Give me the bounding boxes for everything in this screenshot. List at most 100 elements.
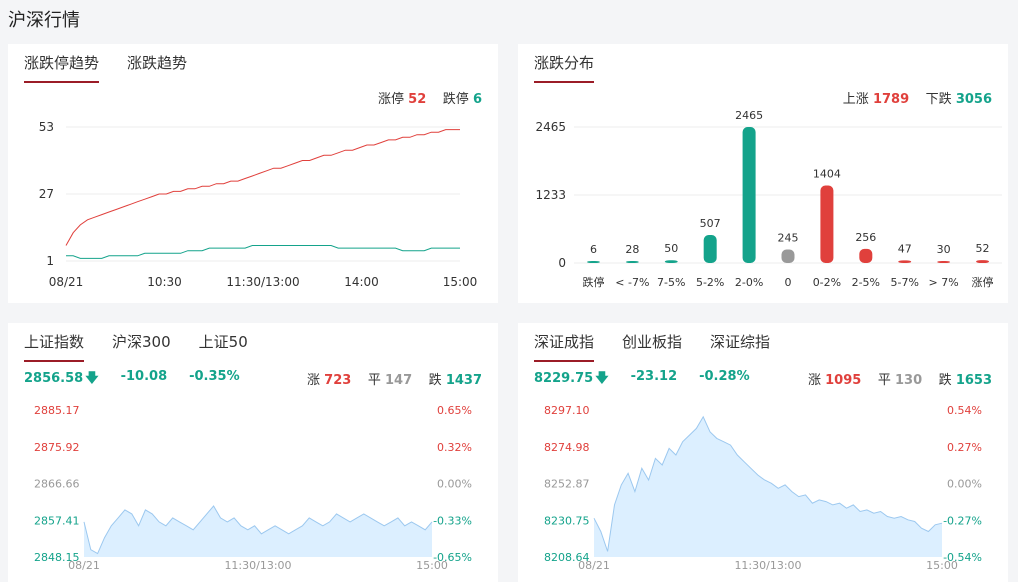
y-left-tick-label: 8297.10	[544, 404, 590, 417]
index-area-fill	[594, 416, 942, 557]
y-left-tick-label: 2866.66	[34, 478, 80, 491]
category-label: 5-2%	[696, 276, 724, 289]
fall-value: 3056	[955, 92, 992, 107]
limit-trend-panel: 涨跌停趋势 涨跌趋势 涨停 52 跌停 6 53 27 1 08/21 10:30 11:…	[8, 44, 498, 303]
y-tick-label: 1	[46, 254, 54, 268]
down-arrow-icon: 🡇	[85, 371, 99, 386]
sh-percent: -0.35%	[189, 369, 240, 384]
y-tick-label: 0	[558, 256, 566, 270]
y-left-tick-label: 8208.64	[544, 551, 590, 564]
y-left-tick-label: 2848.15	[34, 551, 80, 564]
y-right-tick-label: 0.65%	[437, 404, 472, 417]
sh-down-label: 跌	[428, 373, 442, 388]
x-tick-label: 11:30/13:00	[226, 275, 299, 289]
y-right-tick-label: -0.27%	[943, 514, 982, 527]
category-label: < -7%	[615, 276, 649, 289]
x-tick-label: 08/21	[49, 275, 84, 289]
bar	[742, 127, 756, 263]
rise-value: 1789	[872, 92, 910, 107]
bar	[859, 248, 873, 263]
bar	[937, 261, 951, 263]
x-tick-label: 15:00	[443, 275, 478, 289]
tab-szse-composite[interactable]: 深证综指	[710, 333, 771, 351]
bar	[703, 235, 717, 263]
limit-trend-chart: 53 27 1 08/21 10:30 11:30/13:00 14:00 15:00	[39, 120, 478, 289]
sh-index-panel: 上证指数 沪深300 上证50 2856.58 🡇 -10.08 -0.35% 涨…	[8, 323, 498, 582]
sh-quote: 2856.58 🡇 -10.08 -0.35%	[24, 369, 240, 391]
sh-flat-value: 147	[384, 373, 413, 388]
tab-csi300[interactable]: 沪深300	[112, 333, 171, 351]
y-tick-label: 27	[39, 187, 54, 201]
category-label: > 7%	[929, 276, 959, 289]
bar	[820, 185, 834, 263]
y-left-tick-label: 2885.17	[34, 404, 80, 417]
x-tick-label: 14:00	[344, 275, 379, 289]
category-label: 跌停	[582, 275, 604, 289]
tab-updown-trend[interactable]: 涨跌趋势	[127, 54, 188, 72]
sz-up-label: 涨	[807, 373, 821, 388]
y-right-tick-label: 0.27%	[947, 441, 982, 454]
bar-value-label: 28	[625, 243, 639, 256]
index-area-fill	[84, 506, 432, 557]
sh-breadth: 涨 723 平 147 跌 1437	[307, 369, 482, 388]
y-right-tick-label: -0.54%	[943, 551, 982, 564]
tab-chinext[interactable]: 创业板指	[622, 333, 683, 351]
y-tick-label: 1233	[535, 188, 566, 202]
sh-up-value: 723	[324, 373, 352, 388]
fall-label: 下跌	[925, 92, 952, 107]
page-title: 沪深行情	[8, 10, 80, 31]
limit-up-value: 52	[408, 92, 427, 107]
bar-value-label: 245	[778, 231, 799, 244]
distribution-panel: 涨跌分布 上涨 1789 下跌 3056 2465 1233 0 6 跌停 28 < -7%…	[518, 44, 1008, 303]
y-tick-label: 2465	[535, 120, 566, 134]
category-label: 7-5%	[657, 276, 685, 289]
y-right-tick-label: -0.65%	[433, 551, 472, 564]
sz-change: -23.12	[630, 369, 678, 384]
tab-sse50[interactable]: 上证50	[198, 333, 248, 351]
bar-value-label: 50	[664, 242, 678, 255]
x-tick-label: 11:30/13:00	[734, 559, 801, 572]
limit-up-label: 涨停	[378, 92, 405, 107]
sh-price: 2856.58 🡇	[24, 369, 99, 391]
tab-szse-component[interactable]: 深证成指	[534, 331, 595, 362]
y-right-tick-label: 0.00%	[437, 478, 472, 491]
bar-value-label: 256	[855, 231, 876, 244]
y-left-tick-label: 8274.98	[544, 441, 590, 454]
bar	[664, 260, 678, 263]
limit-trend-tabs: 涨跌停趋势 涨跌趋势	[24, 52, 188, 83]
tab-sse-composite[interactable]: 上证指数	[24, 331, 85, 362]
category-label: 0	[785, 276, 792, 289]
bar-value-label: 507	[700, 217, 721, 230]
index-line	[83, 505, 433, 555]
category-label: 2-0%	[735, 276, 763, 289]
x-tick-label: 08/21	[68, 559, 100, 572]
sz-price: 8229.75 🡇	[534, 369, 609, 391]
sz-breadth: 涨 1095 平 130 跌 1653	[808, 369, 992, 388]
bar-value-label: 1404	[813, 168, 841, 181]
y-left-tick-label: 8230.75	[544, 514, 590, 527]
bar	[625, 261, 639, 263]
index-line	[593, 415, 943, 552]
category-label: 2-5%	[852, 276, 880, 289]
bar-value-label: 52	[976, 242, 990, 255]
down-arrow-icon: 🡇	[595, 371, 609, 386]
series-line-limit-up	[65, 129, 460, 246]
sh-up-label: 涨	[307, 373, 321, 388]
series-line-limit-down	[66, 245, 460, 259]
sh-change: -10.08	[120, 369, 168, 384]
tab-limit-trend[interactable]: 涨跌停趋势	[24, 52, 100, 83]
rise-label: 上涨	[842, 92, 869, 107]
sh-index-chart: 2885.17 0.65% 2875.92 0.32% 2866.66 0.00% 2857…	[34, 404, 472, 572]
sz-up-value: 1095	[825, 373, 862, 388]
distribution-chart: 2465 1233 0 6 跌停 28 < -7% 50 7-5% 507 5-2% 2465 2-0%…	[535, 109, 1002, 289]
limit-down-label: 跌停	[442, 92, 469, 107]
tab-distribution[interactable]: 涨跌分布	[534, 52, 595, 83]
sh-flat-label: 平	[367, 373, 381, 388]
distribution-tabs: 涨跌分布	[534, 52, 595, 83]
sz-flat-label: 平	[877, 373, 891, 388]
bar	[781, 249, 795, 263]
y-tick-label: 53	[39, 120, 54, 134]
x-tick-label: 08/21	[578, 559, 610, 572]
sh-down-value: 1437	[445, 373, 482, 388]
category-label: 0-2%	[813, 276, 841, 289]
